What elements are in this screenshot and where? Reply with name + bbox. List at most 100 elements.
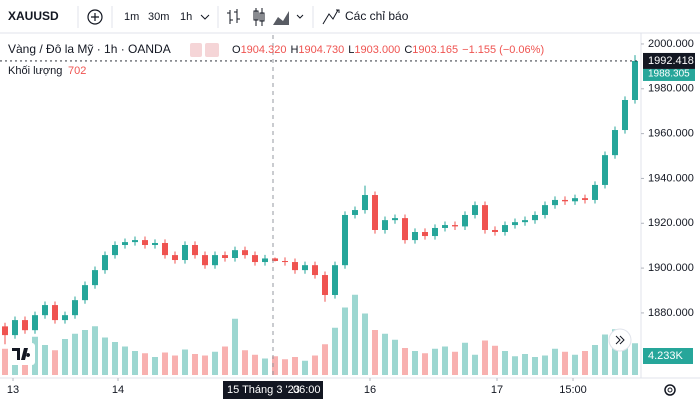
indicators-icon[interactable] (322, 9, 340, 25)
volume-bar (512, 356, 518, 375)
y-tick-label: 1960.000 (648, 128, 694, 140)
candle-body (302, 265, 308, 271)
candle-body (202, 255, 208, 266)
volume-bar (422, 353, 428, 375)
candle-body (382, 220, 388, 230)
x-tick-label: 13 (7, 384, 19, 396)
volume-bar (472, 354, 478, 375)
countdown-label: 1988.305 (648, 69, 690, 80)
candle-body (282, 260, 288, 263)
interval-button[interactable]: 1h (180, 11, 192, 23)
volume-bar (142, 353, 148, 375)
interval-button[interactable]: 30m (148, 11, 169, 23)
style-dropdown[interactable] (296, 14, 304, 19)
candle-body (622, 99, 628, 131)
tradingview-logo[interactable] (9, 343, 35, 365)
candle-body (392, 218, 398, 221)
add-symbol-button[interactable] (87, 9, 103, 25)
volume-bar (602, 334, 608, 375)
candle-body (542, 205, 548, 215)
candle-body (452, 225, 458, 227)
ohlc-value: 1903.165 (412, 44, 458, 56)
candle-body (352, 210, 358, 215)
candle-body (632, 60, 638, 100)
legend-button[interactable] (190, 43, 202, 57)
volume-bar (572, 354, 578, 375)
volume-bar (332, 327, 338, 375)
indicators-button[interactable]: Các chỉ báo (345, 9, 409, 23)
candle-body (22, 320, 28, 331)
interval-button[interactable]: 1m (124, 11, 139, 23)
candle-body (142, 240, 148, 246)
y-tick-label: 2000.000 (648, 38, 694, 50)
candle-body (2, 326, 8, 336)
volume-bar (122, 346, 128, 375)
candle-body (212, 255, 218, 266)
y-tick-label: 1940.000 (648, 172, 694, 184)
volume-legend-name: Khối lượng (8, 65, 62, 77)
volume-bar (412, 351, 418, 375)
series-title: Vàng / Đô la Mỹ · 1h · OANDA (8, 42, 171, 56)
crosshair-time: 06:00 (293, 384, 321, 396)
candle-body (192, 245, 198, 256)
interval-dropdown[interactable] (200, 14, 210, 20)
ohlc-value: 1904.320 (241, 44, 287, 56)
volume-bar (282, 359, 288, 375)
volume-bar (172, 355, 178, 375)
legend-button[interactable] (205, 43, 219, 57)
bars-style-button[interactable] (227, 9, 240, 24)
candle-body (222, 255, 228, 259)
candle-body (372, 195, 378, 230)
candle-body (572, 198, 578, 202)
y-tick-label: 1920.000 (648, 217, 694, 229)
x-tick-label: 15:00 (559, 384, 587, 396)
countdown-badge (643, 68, 695, 81)
x-tick-label: 17 (491, 384, 503, 396)
area-style-button[interactable] (273, 11, 289, 25)
candle-body (112, 245, 118, 256)
candle-body (582, 198, 588, 200)
crosshair-date: 15 Tháng 3 '23 (227, 384, 300, 396)
volume-bar (382, 333, 388, 375)
candle-body (612, 130, 618, 156)
volume-bar (102, 337, 108, 375)
candle-body (412, 232, 418, 241)
volume-bar (342, 307, 348, 375)
candle-body (92, 270, 98, 286)
last-price-label: 1992.418 (648, 55, 694, 67)
volume-bar (402, 348, 408, 375)
change: −1.155 (−0.06%) (462, 44, 544, 56)
volume-bar (562, 351, 568, 375)
volume-bar (492, 345, 498, 375)
volume-bar (52, 350, 58, 375)
x-tick-label: 14 (112, 384, 124, 396)
candle-body (62, 315, 68, 321)
candle-body (492, 229, 498, 233)
volume-bar (312, 355, 318, 375)
ohlc-value: 1904.730 (298, 44, 344, 56)
volume-label: 4.233K (648, 350, 684, 362)
candle-body (82, 285, 88, 301)
candle-body (262, 258, 268, 263)
volume-bar (162, 352, 168, 375)
candle-body (32, 315, 38, 331)
settings-button[interactable] (664, 384, 676, 396)
candle-body (162, 242, 168, 256)
candle-body (172, 255, 178, 261)
candle-body (12, 320, 18, 336)
volume-bar (2, 348, 8, 375)
volume-bar (622, 331, 628, 375)
candle-body (42, 305, 48, 316)
x-tick-label: 16 (364, 384, 376, 396)
volume-bar (232, 318, 238, 375)
volume-bar (242, 350, 248, 375)
candle-body (132, 240, 138, 243)
scroll-button[interactable] (608, 328, 632, 352)
candle-body (122, 242, 128, 246)
plot (0, 35, 640, 375)
symbol[interactable]: XAUUSD (8, 9, 59, 23)
candles-style-button[interactable] (253, 8, 265, 26)
candle-body (562, 199, 568, 202)
candle-body (432, 227, 438, 237)
candle-body (512, 222, 518, 226)
